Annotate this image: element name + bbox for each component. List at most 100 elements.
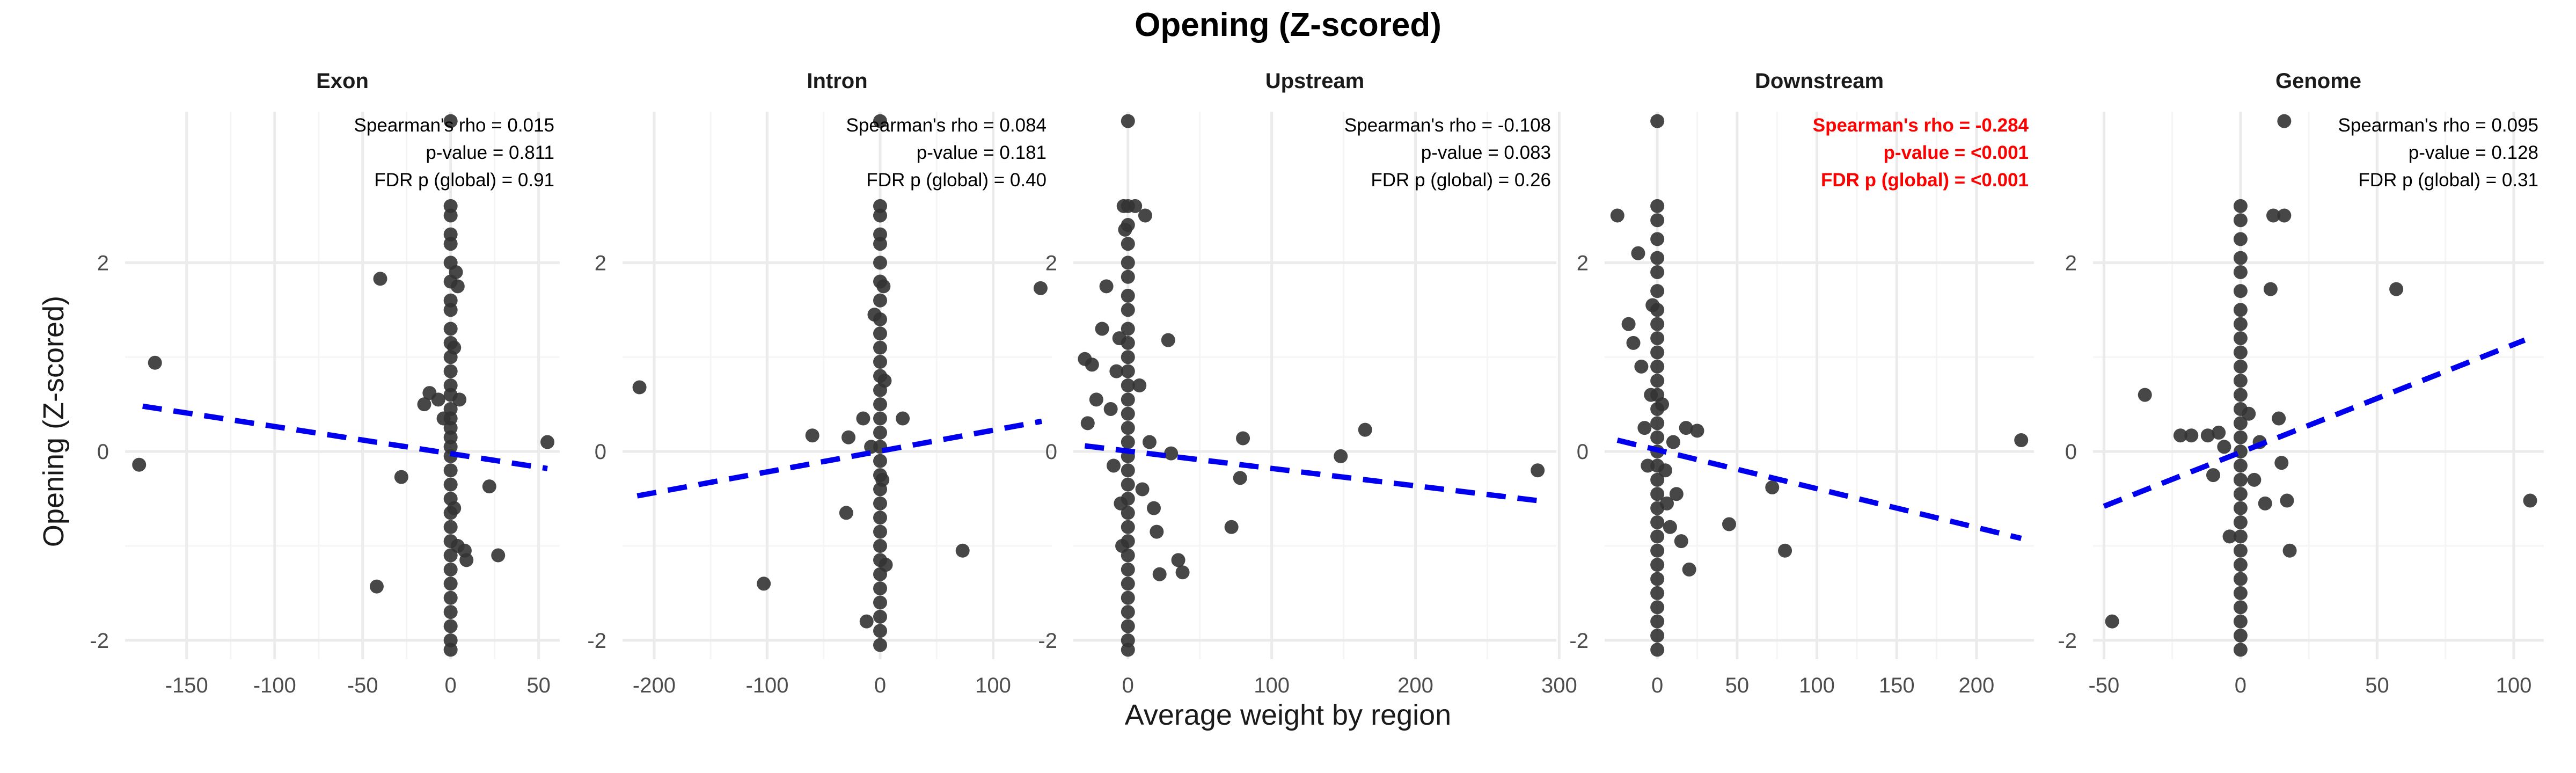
data-point — [873, 411, 887, 426]
data-point — [2277, 114, 2292, 128]
stat-annotation: p-value = 0.181 — [917, 142, 1046, 163]
data-point — [1650, 600, 1665, 615]
panel-title: Upstream — [1265, 69, 1365, 93]
data-point — [1650, 284, 1665, 298]
data-point — [1650, 317, 1665, 331]
data-point — [2138, 388, 2152, 402]
stat-annotation: FDR p (global) = 0.26 — [1371, 170, 1551, 191]
data-point — [1659, 496, 1674, 511]
chart-title: Opening (Z-scored) — [1135, 6, 1441, 43]
data-point — [875, 472, 890, 487]
trend-line — [142, 403, 548, 471]
trend-line — [2103, 337, 2526, 509]
y-tick-label: 0 — [1045, 440, 1057, 464]
stat-annotation: Spearman's rho = 0.084 — [846, 115, 1046, 136]
data-point — [2233, 543, 2248, 558]
data-point — [1650, 331, 1665, 346]
x-tick-label: 100 — [2496, 674, 2532, 697]
x-tick-label: -200 — [633, 674, 676, 697]
data-point — [2222, 529, 2237, 544]
x-tick-label: 50 — [2365, 674, 2389, 697]
data-point — [876, 279, 891, 294]
data-point — [2233, 472, 2248, 487]
data-point — [1634, 359, 1649, 374]
data-point — [877, 374, 892, 388]
data-point — [1121, 288, 1135, 303]
stat-annotation: Spearman's rho = 0.015 — [354, 115, 554, 136]
data-point — [873, 454, 887, 468]
data-point — [873, 237, 887, 251]
data-point — [1663, 520, 1677, 534]
data-point — [879, 558, 893, 572]
x-tick-label: 0 — [1122, 674, 1134, 697]
y-tick-label: 2 — [595, 251, 606, 275]
data-point — [1033, 281, 1048, 295]
data-point — [1121, 590, 1135, 605]
y-tick-label: 2 — [1045, 251, 1057, 275]
data-point — [1121, 322, 1135, 336]
data-point — [1099, 279, 1114, 294]
stat-annotation: p-value = 0.811 — [426, 142, 554, 163]
stat-annotation: FDR p (global) = 0.91 — [374, 170, 554, 191]
data-point — [1121, 562, 1135, 577]
panel-downstream: 0 50 100 150 200 -2 0 2 Downstream Spearman's rho… — [1569, 69, 2034, 697]
data-point — [2233, 416, 2248, 431]
data-point — [443, 208, 458, 223]
data-point — [1650, 643, 1665, 657]
data-point — [132, 457, 147, 472]
data-point — [1650, 586, 1665, 600]
data-point — [2014, 433, 2029, 447]
data-point — [856, 411, 870, 426]
trend-line — [1616, 437, 2022, 541]
x-tick-label: -50 — [2088, 674, 2119, 697]
data-point — [1121, 548, 1135, 563]
data-point — [1121, 336, 1135, 350]
data-point — [2233, 501, 2248, 515]
data-point — [1610, 208, 1624, 223]
data-point — [1142, 435, 1157, 449]
data-point — [1650, 213, 1665, 228]
data-point — [1121, 534, 1135, 549]
data-point — [1655, 397, 1670, 412]
data-point — [1121, 406, 1135, 421]
panel-upstream: 0 100 200 300 -2 0 2 Upstream Spearman's rho = -… — [1038, 69, 1577, 697]
y-tick-label: 0 — [595, 440, 606, 464]
data-point — [1650, 416, 1665, 431]
data-point — [955, 543, 970, 558]
data-point — [1121, 605, 1135, 619]
data-point — [1121, 506, 1135, 520]
data-point — [2242, 406, 2256, 421]
data-point — [431, 392, 445, 407]
data-point — [873, 312, 887, 326]
data-point — [443, 237, 458, 251]
data-point — [1650, 430, 1665, 444]
data-point — [805, 428, 819, 443]
data-point — [491, 548, 506, 563]
data-point — [1690, 424, 1704, 438]
data-point — [443, 303, 458, 317]
data-point — [1121, 269, 1135, 284]
x-tick-label: 0 — [445, 674, 457, 697]
data-point — [1121, 237, 1135, 251]
data-point — [839, 506, 853, 520]
data-point — [443, 364, 458, 378]
x-tick-label: 100 — [1799, 674, 1835, 697]
data-point — [1650, 558, 1665, 572]
data-point — [896, 411, 910, 426]
data-point — [2206, 468, 2220, 483]
data-point — [1121, 303, 1135, 317]
data-point — [873, 609, 887, 624]
data-point — [1171, 553, 1185, 567]
y-tick-label: 2 — [2065, 251, 2077, 275]
data-point — [1621, 317, 1636, 331]
data-point — [1650, 265, 1665, 279]
x-tick-label: -100 — [745, 674, 788, 697]
data-point — [1121, 421, 1135, 435]
data-point — [1631, 246, 1645, 260]
data-point — [2233, 458, 2248, 473]
data-point — [2280, 493, 2294, 508]
stat-annotation: Spearman's rho = -0.284 — [1813, 115, 2029, 136]
data-point — [1132, 378, 1147, 392]
data-point — [449, 265, 463, 279]
stat-annotation: FDR p (global) = 0.40 — [866, 170, 1046, 191]
